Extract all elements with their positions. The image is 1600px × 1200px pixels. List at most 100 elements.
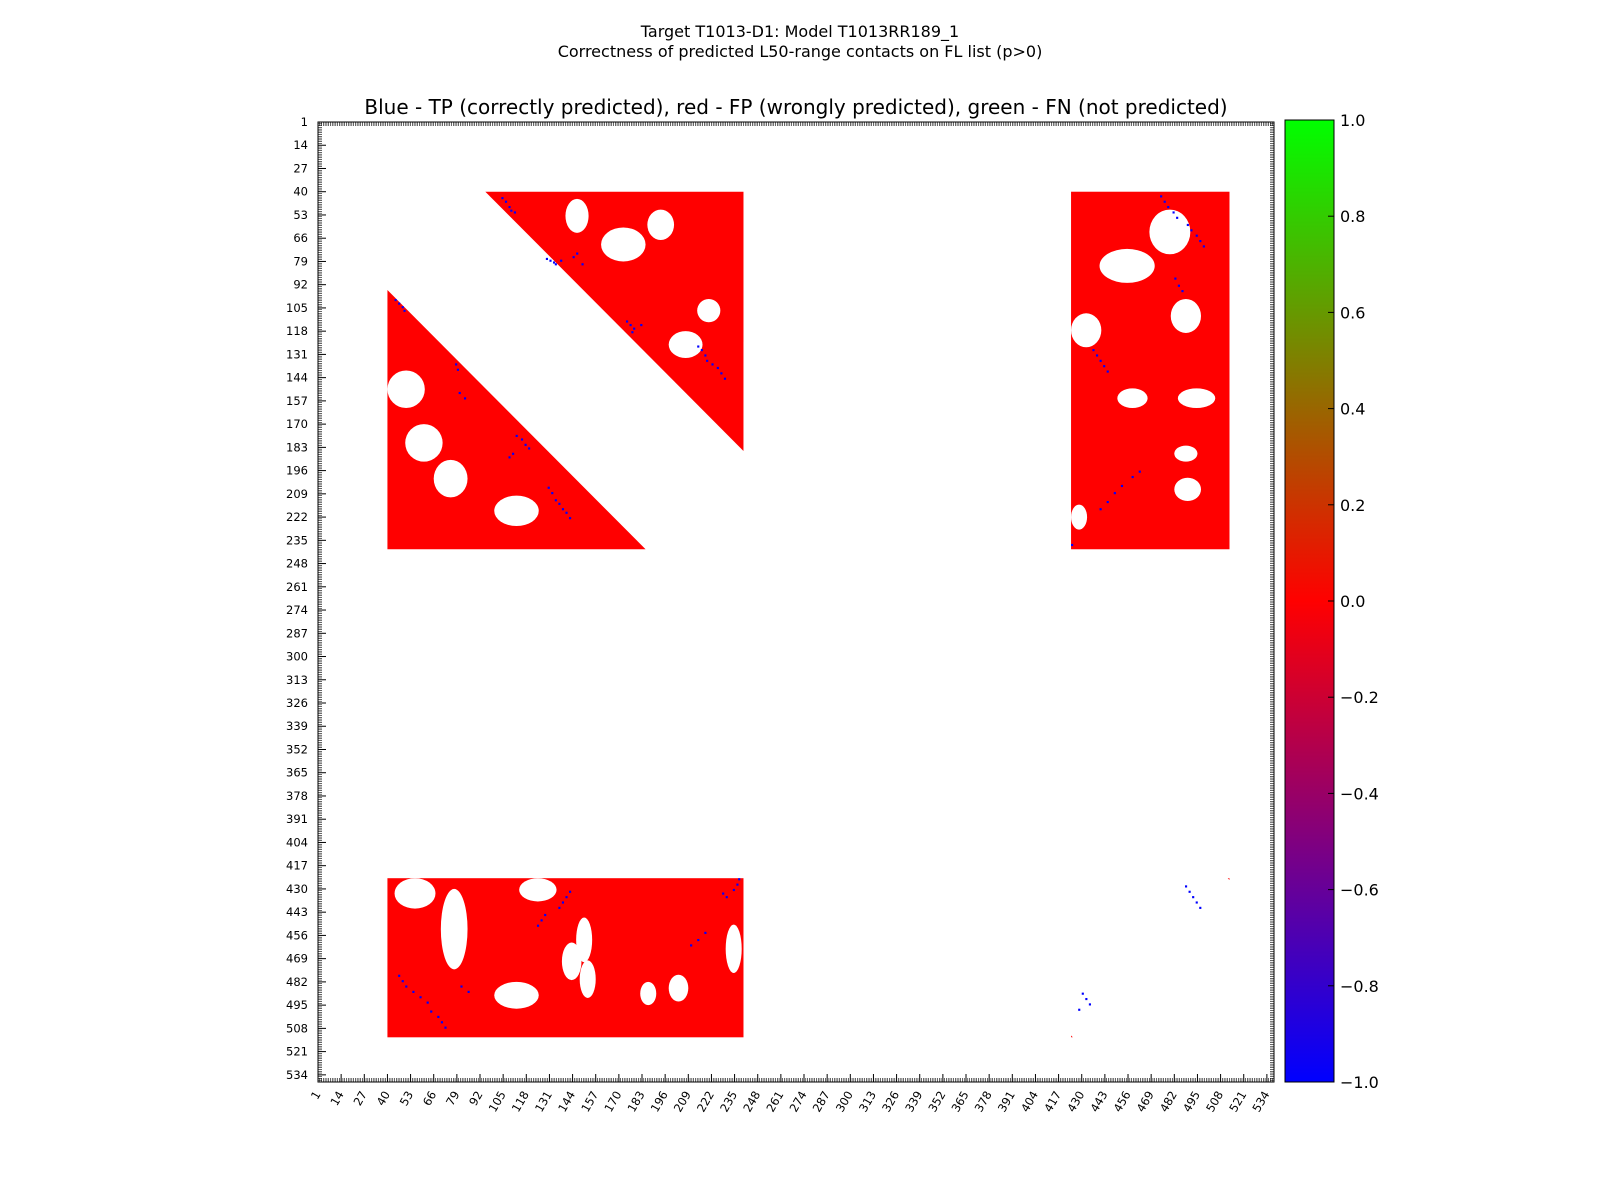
- unpredicted-gap: [647, 209, 675, 240]
- fp-regions: [387, 191, 1230, 1038]
- tp-point: [547, 486, 550, 489]
- tp-point: [512, 452, 515, 455]
- tp-point: [697, 938, 700, 942]
- tp-point: [394, 298, 397, 302]
- y-tick-label: 339: [286, 719, 308, 733]
- unpredicted-gap: [387, 370, 425, 409]
- tp-point: [633, 327, 636, 330]
- tp-point: [1174, 277, 1177, 280]
- tp-point: [625, 320, 629, 323]
- y-tick-label: 508: [286, 1021, 308, 1035]
- y-tick-label: 443: [286, 905, 308, 919]
- x-tick-label: 521: [1226, 1089, 1249, 1115]
- x-tick-label: 495: [1180, 1089, 1203, 1115]
- unpredicted-gap: [405, 424, 443, 462]
- unpredicted-gap: [697, 298, 721, 323]
- y-tick-label: 196: [286, 464, 308, 478]
- tp-point: [551, 492, 554, 495]
- tp-point: [1099, 359, 1102, 362]
- colorbar-tick-label: −1.0: [1340, 1073, 1379, 1092]
- tp-point: [405, 985, 408, 988]
- fp-region: [1071, 191, 1230, 550]
- tp-point: [536, 924, 540, 927]
- y-tick-label: 66: [293, 231, 308, 245]
- colorbar-tick-label: 0.4: [1340, 400, 1365, 419]
- tp-point: [1177, 284, 1181, 287]
- x-tick-label: 40: [374, 1089, 393, 1109]
- tp-point: [524, 443, 527, 446]
- unpredicted-gap: [1071, 504, 1088, 530]
- y-tick-label: 235: [286, 533, 308, 547]
- tp-point: [711, 363, 714, 366]
- y-tick-label: 365: [286, 766, 308, 780]
- x-tick-label: 469: [1134, 1089, 1157, 1115]
- tp-point: [1160, 195, 1163, 198]
- colorbar-tick-label: −0.2: [1340, 688, 1379, 707]
- unpredicted-gap: [1071, 313, 1102, 348]
- tp-point: [738, 878, 741, 881]
- tp-point: [463, 397, 467, 400]
- x-tick-label: 365: [949, 1089, 972, 1115]
- tp-point: [569, 517, 572, 520]
- y-tick-label: 170: [286, 417, 308, 431]
- unpredicted-gap: [519, 878, 557, 902]
- tp-point: [704, 931, 707, 934]
- fp-region: [1071, 1035, 1073, 1038]
- y-tick-label: 118: [286, 324, 308, 338]
- x-tick-label: 417: [1041, 1089, 1064, 1115]
- y-tick-label: 326: [286, 696, 308, 710]
- axes-title: Blue - TP (correctly predicted), red - F…: [364, 95, 1228, 119]
- x-tick-label: 92: [466, 1089, 485, 1109]
- y-tick-label: 222: [286, 510, 308, 524]
- y-tick-label: 92: [293, 278, 308, 292]
- colorbar-tick-label: −0.8: [1340, 977, 1379, 996]
- x-tick-label: 430: [1064, 1089, 1087, 1115]
- tp-point: [554, 263, 557, 266]
- tp-point: [412, 990, 415, 993]
- y-tick-label: 469: [286, 952, 308, 966]
- colorbar-tick-label: −0.6: [1340, 881, 1379, 900]
- x-tick-label: 456: [1111, 1089, 1134, 1115]
- tp-point: [1176, 216, 1179, 219]
- unpredicted-gap: [576, 917, 593, 963]
- y-tick-label: 391: [286, 812, 308, 826]
- tp-point: [508, 206, 511, 209]
- tp-point: [732, 888, 735, 892]
- x-tick-label: 183: [625, 1089, 648, 1115]
- tp-point: [398, 302, 401, 305]
- x-tick-label: 248: [740, 1089, 763, 1115]
- unpredicted-gaps: [387, 198, 1216, 1009]
- tp-point: [1131, 475, 1134, 479]
- tp-point: [561, 901, 565, 904]
- tp-point: [736, 883, 739, 886]
- y-tick-label: 105: [286, 301, 308, 315]
- x-tick-label: 157: [578, 1089, 601, 1115]
- plot-border: [317, 121, 1275, 1083]
- tp-point: [558, 906, 561, 909]
- tp-point: [1081, 992, 1084, 995]
- y-tick-label: 27: [293, 161, 308, 175]
- tp-point: [1199, 906, 1202, 909]
- tp-point: [725, 896, 728, 899]
- x-tick-label: 209: [671, 1089, 694, 1115]
- tp-point: [572, 256, 575, 259]
- x-tick-label: 222: [694, 1089, 717, 1115]
- tp-point: [706, 359, 709, 362]
- tp-point: [1099, 508, 1102, 511]
- tp-point: [697, 345, 700, 348]
- x-tick-label: 27: [350, 1089, 369, 1109]
- tp-point: [631, 331, 634, 334]
- y-tick-label: 157: [286, 394, 308, 408]
- unpredicted-gap: [494, 981, 539, 1009]
- y-tick-label: 261: [286, 580, 308, 594]
- tp-point: [467, 990, 470, 993]
- tp-point: [1106, 500, 1109, 504]
- tp-point: [1095, 354, 1099, 357]
- x-tick-label: 261: [763, 1089, 786, 1115]
- tp-point: [576, 252, 579, 255]
- x-tick-label: 300: [833, 1089, 856, 1115]
- x-tick-label: 326: [879, 1089, 902, 1115]
- tp-point: [565, 896, 568, 899]
- unpredicted-gap: [1149, 209, 1191, 255]
- tp-point: [1181, 290, 1184, 293]
